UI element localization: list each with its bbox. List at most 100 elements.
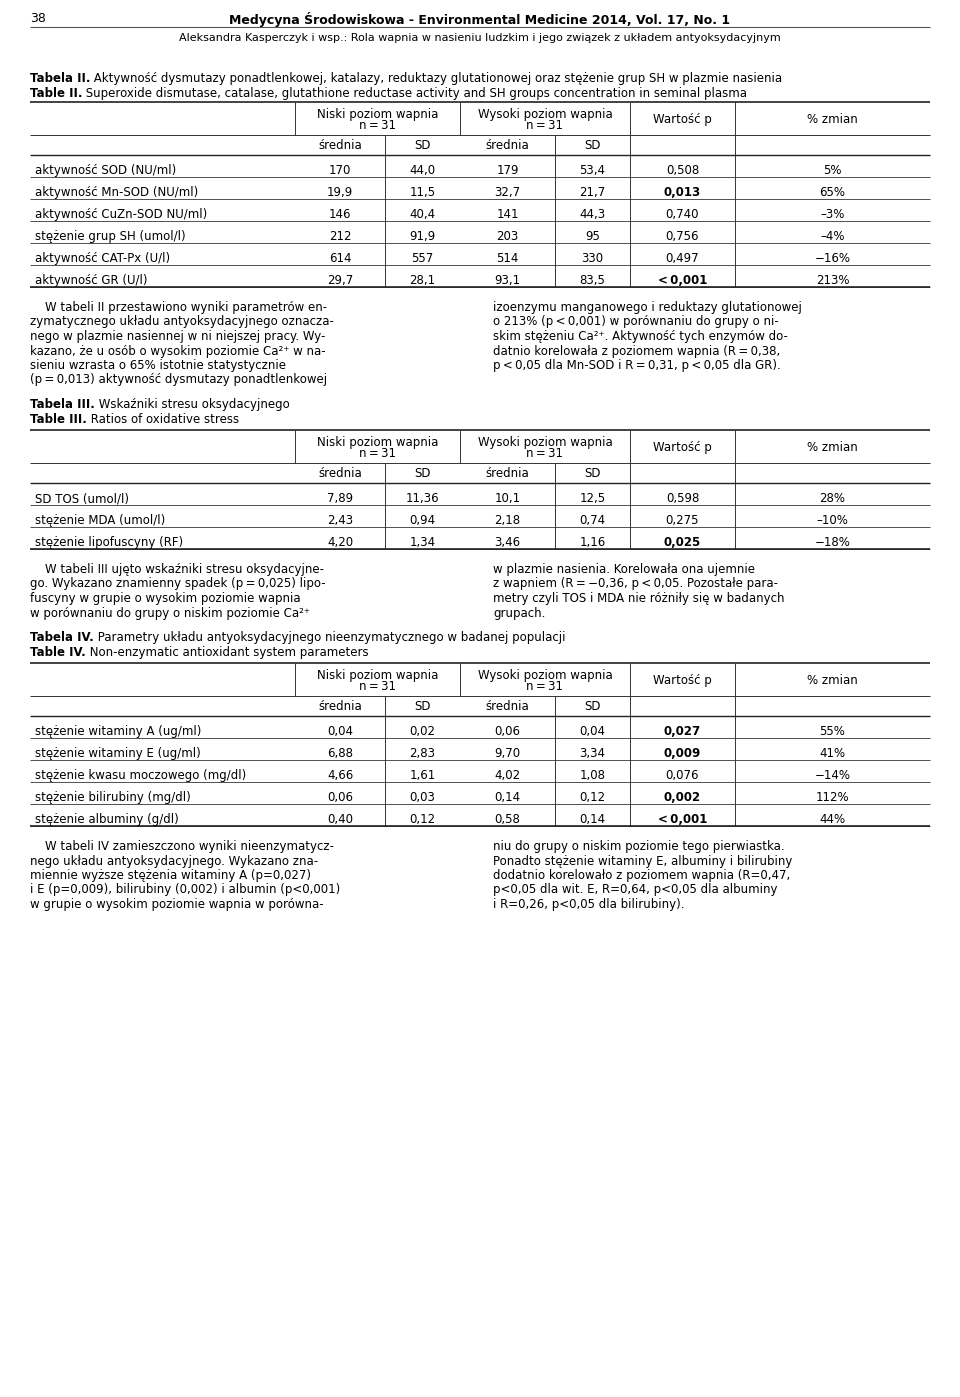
Text: 170: 170 <box>329 163 351 177</box>
Text: średnia: średnia <box>318 138 362 152</box>
Text: w porównaniu do grupy o niskim poziomie Ca²⁺: w porównaniu do grupy o niskim poziomie … <box>30 606 310 619</box>
Text: p<0,05 dla wit. E, R=0,64, p<0,05 dla albuminy: p<0,05 dla wit. E, R=0,64, p<0,05 dla al… <box>493 883 778 897</box>
Text: 0,002: 0,002 <box>664 791 701 805</box>
Text: Superoxide dismutase, catalase, glutathione reductase activity and SH groups con: Superoxide dismutase, catalase, glutathi… <box>83 87 748 101</box>
Text: 44,3: 44,3 <box>580 208 606 221</box>
Text: 0,598: 0,598 <box>666 492 699 504</box>
Text: W tabeli IV zamieszczono wyniki nieenzymatycz-: W tabeli IV zamieszczono wyniki nieenzym… <box>30 840 334 854</box>
Text: 0,74: 0,74 <box>580 514 606 527</box>
Text: 28,1: 28,1 <box>409 274 436 286</box>
Text: 29,7: 29,7 <box>326 274 353 286</box>
Text: SD: SD <box>585 138 601 152</box>
Text: 330: 330 <box>582 251 604 265</box>
Text: aktywność CuZn-SOD NU/ml): aktywność CuZn-SOD NU/ml) <box>35 208 207 221</box>
Text: 0,009: 0,009 <box>664 747 701 760</box>
Text: stężenie witaminy E (ug/ml): stężenie witaminy E (ug/ml) <box>35 747 201 760</box>
Text: 3,46: 3,46 <box>494 536 520 549</box>
Text: p < 0,05 dla Mn-SOD i R = 0,31, p < 0,05 dla GR).: p < 0,05 dla Mn-SOD i R = 0,31, p < 0,05… <box>493 359 780 372</box>
Text: 0,740: 0,740 <box>665 208 699 221</box>
Text: 0,12: 0,12 <box>580 791 606 805</box>
Text: aktywność Mn-SOD (NU/ml): aktywność Mn-SOD (NU/ml) <box>35 186 199 198</box>
Text: średnia: średnia <box>486 700 529 712</box>
Text: Aktywność dysmutazy ponadtlenkowej, katalazy, reduktazy glutationowej oraz stęże: Aktywność dysmutazy ponadtlenkowej, kata… <box>90 73 782 85</box>
Text: 0,025: 0,025 <box>664 536 701 549</box>
Text: 40,4: 40,4 <box>409 208 436 221</box>
Text: i R=0,26, p<0,05 dla bilirubiny).: i R=0,26, p<0,05 dla bilirubiny). <box>493 898 684 911</box>
Text: Wskaźniki stresu oksydacyjnego: Wskaźniki stresu oksydacyjnego <box>95 398 290 411</box>
Text: 0,14: 0,14 <box>494 791 520 805</box>
Text: 0,03: 0,03 <box>410 791 436 805</box>
Text: 141: 141 <box>496 208 518 221</box>
Text: 21,7: 21,7 <box>580 186 606 198</box>
Text: W tabeli III ujęto wskaźniki stresu oksydacyjne-: W tabeli III ujęto wskaźniki stresu oksy… <box>30 563 324 576</box>
Text: 0,04: 0,04 <box>327 725 353 738</box>
Text: 0,06: 0,06 <box>494 725 520 738</box>
Text: –3%: –3% <box>820 208 845 221</box>
Text: 0,508: 0,508 <box>666 163 699 177</box>
Text: –10%: –10% <box>817 514 849 527</box>
Text: Table III.: Table III. <box>30 414 86 426</box>
Text: < 0,001: < 0,001 <box>658 274 708 286</box>
Text: grupach.: grupach. <box>493 606 545 619</box>
Text: zymatycznego układu antyoksydacyjnego oznacza-: zymatycznego układu antyoksydacyjnego oz… <box>30 316 334 328</box>
Text: % zmian: % zmian <box>807 113 858 126</box>
Text: 557: 557 <box>412 251 434 265</box>
Text: 2,83: 2,83 <box>410 747 436 760</box>
Text: SD: SD <box>415 700 431 712</box>
Text: stężenie lipofuscyny (RF): stężenie lipofuscyny (RF) <box>35 536 183 549</box>
Text: 146: 146 <box>328 208 351 221</box>
Text: sieniu wzrasta o 65% istotnie statystycznie: sieniu wzrasta o 65% istotnie statystycz… <box>30 359 286 372</box>
Text: w plazmie nasienia. Korelowała ona ujemnie: w plazmie nasienia. Korelowała ona ujemn… <box>493 563 755 576</box>
Text: datnio korelowała z poziomem wapnia (R = 0,38,: datnio korelowała z poziomem wapnia (R =… <box>493 345 780 358</box>
Text: Aleksandra Kasperczyk i wsp.: Rola wapnia w nasieniu ludzkim i jego związek z uk: Aleksandra Kasperczyk i wsp.: Rola wapni… <box>180 34 780 43</box>
Text: 0,756: 0,756 <box>665 231 699 243</box>
Text: 6,88: 6,88 <box>327 747 353 760</box>
Text: (p = 0,013) aktywność dysmutazy ponadtlenkowej: (p = 0,013) aktywność dysmutazy ponadtle… <box>30 373 327 387</box>
Text: 38: 38 <box>30 13 46 25</box>
Text: Ratios of oxidative stress: Ratios of oxidative stress <box>86 414 239 426</box>
Text: Wysoki poziom wapnia: Wysoki poziom wapnia <box>478 436 612 448</box>
Text: stężenie witaminy A (ug/ml): stężenie witaminy A (ug/ml) <box>35 725 202 738</box>
Text: izoenzymu manganowego i reduktazy glutationowej: izoenzymu manganowego i reduktazy glutat… <box>493 300 802 314</box>
Text: % zmian: % zmian <box>807 441 858 454</box>
Text: 10,1: 10,1 <box>494 492 520 504</box>
Text: 11,5: 11,5 <box>409 186 436 198</box>
Text: SD: SD <box>415 138 431 152</box>
Text: 0,40: 0,40 <box>327 813 353 826</box>
Text: SD: SD <box>585 700 601 712</box>
Text: 514: 514 <box>496 251 518 265</box>
Text: 0,04: 0,04 <box>580 725 606 738</box>
Text: 0,02: 0,02 <box>410 725 436 738</box>
Text: Non-enzymatic antioxidant system parameters: Non-enzymatic antioxidant system paramet… <box>85 645 369 659</box>
Text: 0,275: 0,275 <box>665 514 699 527</box>
Text: SD: SD <box>415 467 431 481</box>
Text: Wysoki poziom wapnia: Wysoki poziom wapnia <box>478 669 612 682</box>
Text: 4,02: 4,02 <box>494 768 520 782</box>
Text: Table II.: Table II. <box>30 87 83 101</box>
Text: kazano, że u osób o wysokim poziomie Ca²⁺ w na-: kazano, że u osób o wysokim poziomie Ca²… <box>30 345 325 358</box>
Text: n = 31: n = 31 <box>359 447 396 460</box>
Text: dodatnio korelowało z poziomem wapnia (R=0,47,: dodatnio korelowało z poziomem wapnia (R… <box>493 869 790 882</box>
Text: Wartość p: Wartość p <box>653 113 712 126</box>
Text: −16%: −16% <box>814 251 851 265</box>
Text: średnia: średnia <box>318 700 362 712</box>
Text: 212: 212 <box>328 231 351 243</box>
Text: aktywność GR (U/l): aktywność GR (U/l) <box>35 274 148 286</box>
Text: Parametry układu antyoksydacyjnego nieenzymatycznego w badanej populacji: Parametry układu antyoksydacyjnego nieen… <box>94 631 565 644</box>
Text: n = 31: n = 31 <box>359 680 396 693</box>
Text: 1,34: 1,34 <box>409 536 436 549</box>
Text: 9,70: 9,70 <box>494 747 520 760</box>
Text: 0,027: 0,027 <box>664 725 701 738</box>
Text: go. Wykazano znamienny spadek (p = 0,025) lipo-: go. Wykazano znamienny spadek (p = 0,025… <box>30 577 325 591</box>
Text: 41%: 41% <box>820 747 846 760</box>
Text: aktywność CAT-Px (U/l): aktywność CAT-Px (U/l) <box>35 251 170 265</box>
Text: Wartość p: Wartość p <box>653 441 712 454</box>
Text: SD: SD <box>585 467 601 481</box>
Text: 0,076: 0,076 <box>665 768 699 782</box>
Text: 203: 203 <box>496 231 518 243</box>
Text: stężenie albuminy (g/dl): stężenie albuminy (g/dl) <box>35 813 179 826</box>
Text: 0,58: 0,58 <box>494 813 520 826</box>
Text: 65%: 65% <box>820 186 846 198</box>
Text: 83,5: 83,5 <box>580 274 606 286</box>
Text: Medycyna Środowiskowa - Environmental Medicine 2014, Vol. 17, No. 1: Medycyna Środowiskowa - Environmental Me… <box>229 13 731 27</box>
